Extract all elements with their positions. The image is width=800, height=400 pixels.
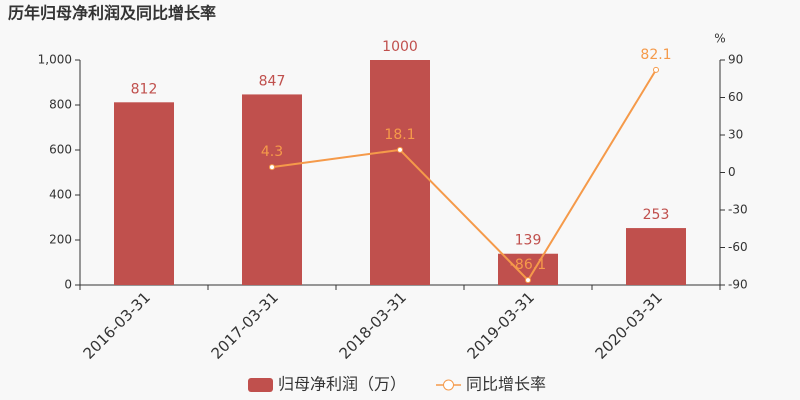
x-tick-label: 2018-03-31 <box>336 288 410 362</box>
y2-tick-label: -30 <box>728 203 748 217</box>
x-tick-label: 2017-03-31 <box>208 288 282 362</box>
x-tick-label: 2020-03-31 <box>592 288 666 362</box>
bar <box>370 60 430 285</box>
x-tick-label: 2019-03-31 <box>464 288 538 362</box>
chart-title: 历年归母净利润及同比增长率 <box>8 4 216 23</box>
bar-value-label: 253 <box>643 207 670 223</box>
y-tick-label: 1,000 <box>38 53 72 67</box>
line-value-label: 4.3 <box>261 144 283 160</box>
y2-tick-label: 30 <box>728 128 743 142</box>
line-point <box>525 277 531 284</box>
legend-swatch <box>248 378 273 392</box>
line-point <box>269 164 275 171</box>
y-tick-label: 400 <box>49 188 72 202</box>
line-value-label: 82.1 <box>640 47 671 63</box>
bar <box>626 228 686 285</box>
y-tick-label: 200 <box>49 233 72 247</box>
y-tick-label: 0 <box>64 278 72 292</box>
bar-value-label: 812 <box>131 81 158 97</box>
line <box>271 69 657 282</box>
line-point <box>397 146 403 153</box>
line-value-label: 18.1 <box>384 127 415 143</box>
line-point <box>653 66 659 73</box>
bar <box>114 102 174 285</box>
legend-label: 归母净利润（万） <box>278 375 406 394</box>
y2-tick-label: 0 <box>728 165 736 179</box>
y-tick-label: 600 <box>49 143 72 157</box>
bar <box>242 94 302 285</box>
bar-value-label: 847 <box>259 73 286 89</box>
y2-tick-label: 60 <box>728 90 743 104</box>
y2-tick-label: -60 <box>728 240 748 254</box>
y2-axis-label: % <box>714 32 725 46</box>
bar-value-label: 1000 <box>382 39 418 55</box>
line-value-label: -86.1 <box>510 257 546 273</box>
y2-tick-label: -90 <box>728 278 748 292</box>
y2-tick-label: 90 <box>728 53 743 67</box>
legend-swatch-point <box>443 379 455 391</box>
bar-value-label: 139 <box>515 233 542 249</box>
legend-label: 同比增长率 <box>466 375 546 394</box>
x-tick-label: 2016-03-31 <box>80 288 154 362</box>
y-tick-label: 800 <box>49 98 72 112</box>
